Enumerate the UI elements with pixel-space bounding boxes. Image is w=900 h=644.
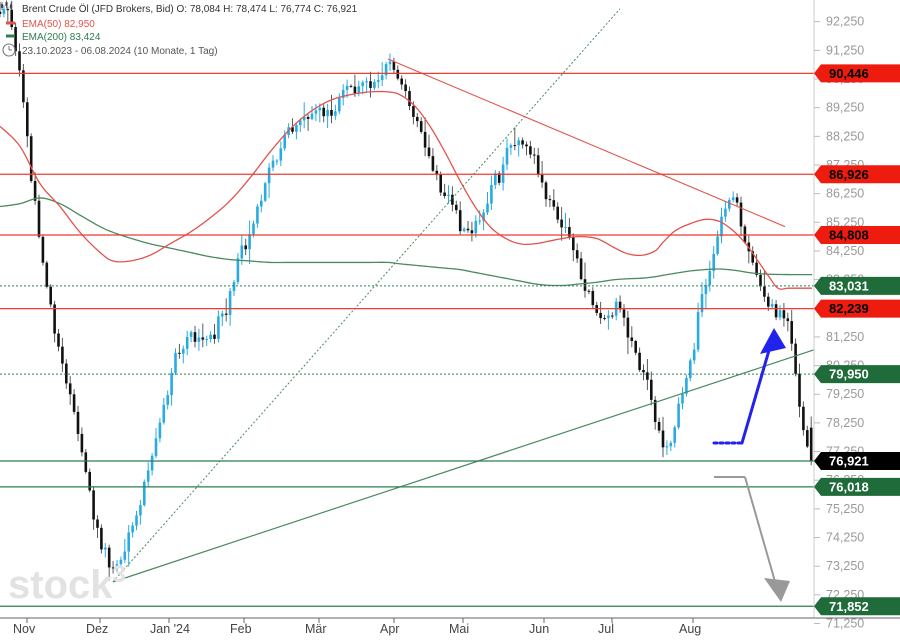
svg-text:88,250: 88,250 <box>826 129 864 143</box>
svg-text:76,921: 76,921 <box>829 453 869 468</box>
svg-text:79,950: 79,950 <box>829 367 869 382</box>
svg-text:78,250: 78,250 <box>826 416 864 430</box>
svg-text:84,808: 84,808 <box>829 227 869 242</box>
svg-text:86,250: 86,250 <box>826 187 864 201</box>
svg-text:71,250: 71,250 <box>826 617 864 631</box>
svg-text:71,852: 71,852 <box>829 599 869 614</box>
svg-text:79,250: 79,250 <box>826 387 864 401</box>
svg-text:83,031: 83,031 <box>829 278 869 293</box>
svg-text:89,250: 89,250 <box>826 101 864 115</box>
svg-text:Jul: Jul <box>598 622 614 636</box>
svg-text:EMA(50) 82,950: EMA(50) 82,950 <box>22 19 95 30</box>
svg-text:EMA(200) 83,424: EMA(200) 83,424 <box>22 32 101 43</box>
svg-text:Aug: Aug <box>679 622 701 636</box>
svg-text:86,926: 86,926 <box>829 167 869 182</box>
svg-text:84,250: 84,250 <box>826 244 864 258</box>
svg-text:82,239: 82,239 <box>829 301 869 316</box>
svg-text:Mai: Mai <box>449 622 469 636</box>
svg-text:81,250: 81,250 <box>826 330 864 344</box>
svg-text:74,250: 74,250 <box>826 531 864 545</box>
svg-text:Jan '24: Jan '24 <box>150 622 190 636</box>
svg-text:stock3: stock3 <box>8 561 126 607</box>
svg-text:Feb: Feb <box>230 622 252 636</box>
svg-text:23.10.2023 - 06.08.2024 (10 M: 23.10.2023 - 06.08.2024 (10 Monate, 1 Ta… <box>22 46 218 57</box>
svg-text:Jun: Jun <box>529 622 549 636</box>
svg-text:Apr: Apr <box>380 622 399 636</box>
svg-text:91,250: 91,250 <box>826 43 864 57</box>
svg-text:90,446: 90,446 <box>829 66 869 81</box>
svg-text:Mär: Mär <box>305 622 327 636</box>
svg-text:92,250: 92,250 <box>826 15 864 29</box>
svg-text:75,250: 75,250 <box>826 502 864 516</box>
svg-text:Dez: Dez <box>86 622 108 636</box>
svg-text:Brent Crude Öl (JFD Brokers, B: Brent Crude Öl (JFD Brokers, Bid) O: 78,… <box>22 3 358 15</box>
svg-text:73,250: 73,250 <box>826 559 864 573</box>
svg-text:Nov: Nov <box>13 622 36 636</box>
svg-text:76,018: 76,018 <box>829 479 869 494</box>
